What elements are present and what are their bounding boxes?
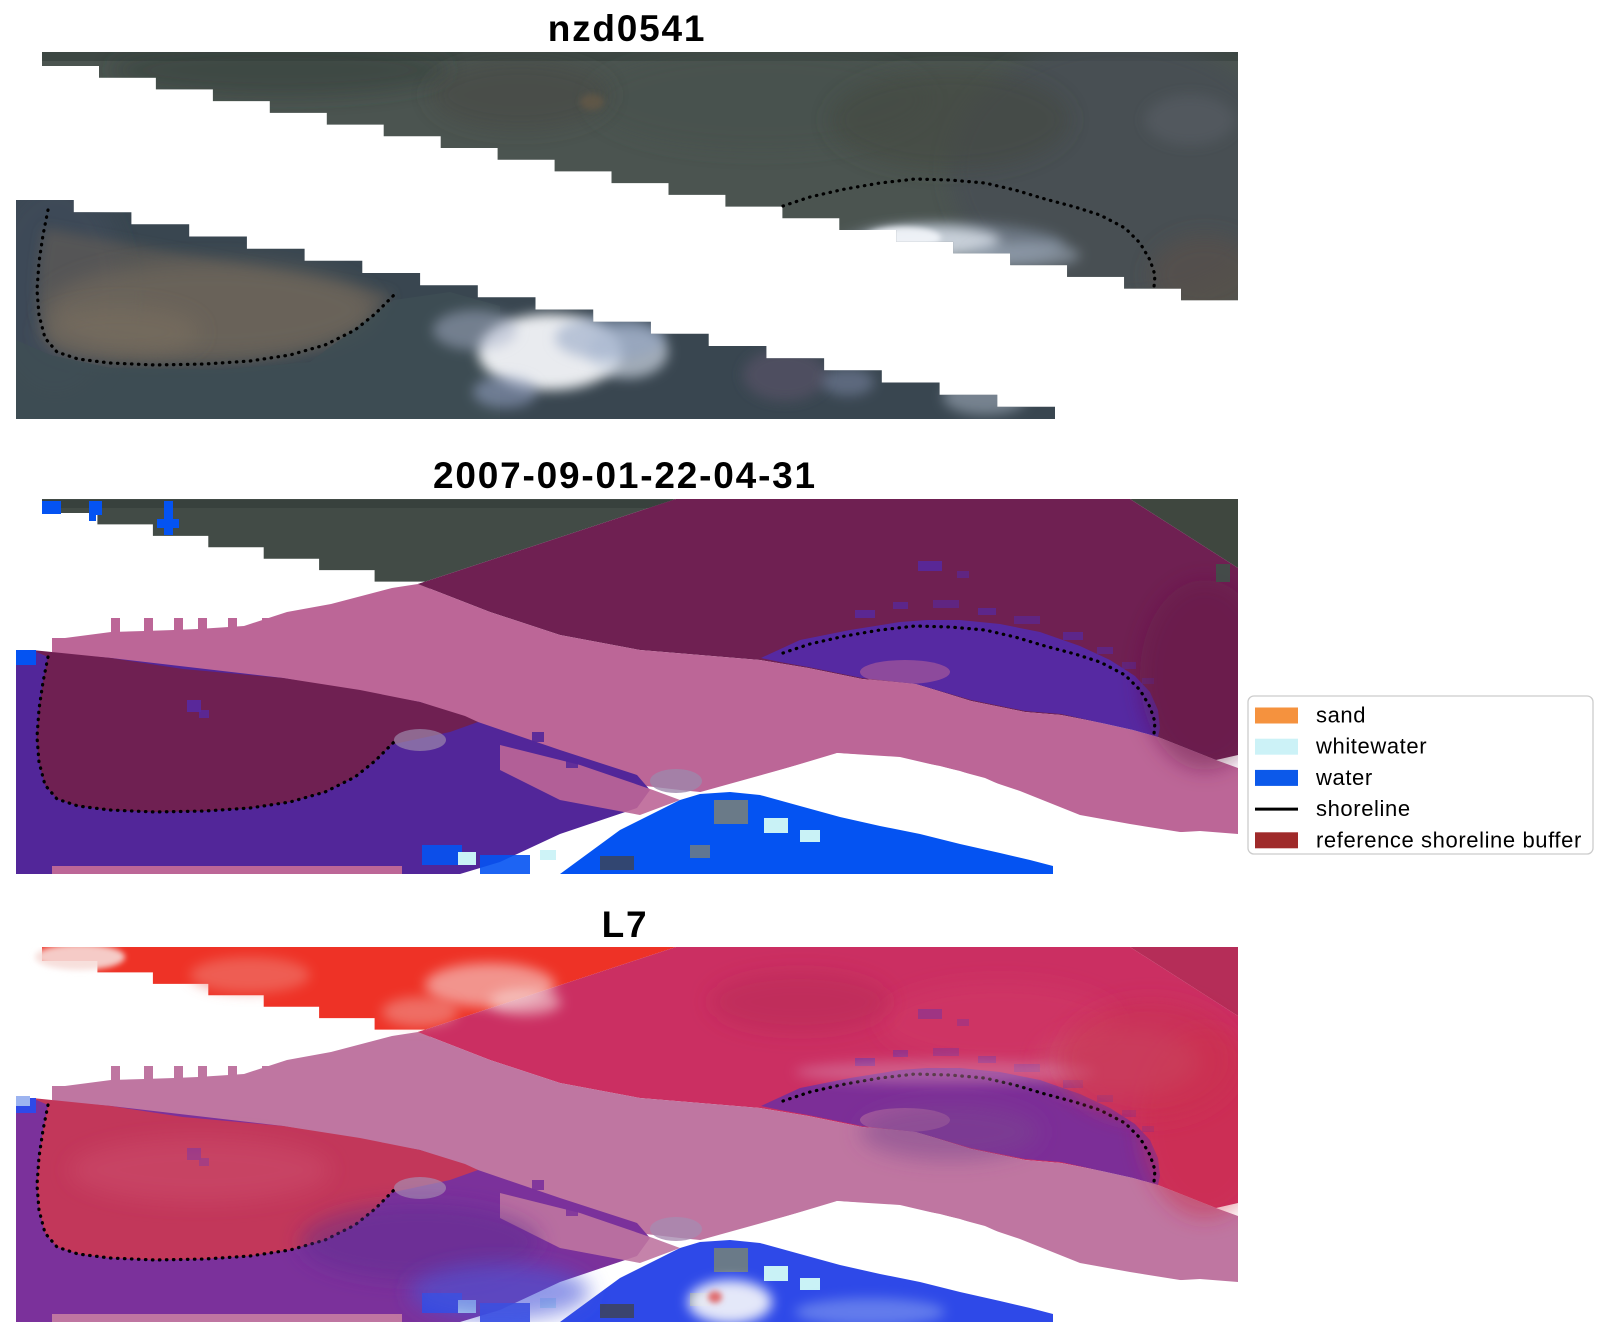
svg-text:L7: L7 bbox=[602, 904, 649, 945]
svg-text:water: water bbox=[1315, 765, 1373, 790]
svg-text:nzd0541: nzd0541 bbox=[548, 8, 707, 49]
svg-text:reference shoreline buffer: reference shoreline buffer bbox=[1316, 827, 1582, 852]
svg-text:2007-09-01-22-04-31: 2007-09-01-22-04-31 bbox=[433, 455, 817, 496]
svg-text:shoreline: shoreline bbox=[1316, 796, 1411, 821]
svg-text:whitewater: whitewater bbox=[1315, 734, 1427, 759]
svg-text:sand: sand bbox=[1316, 703, 1366, 728]
